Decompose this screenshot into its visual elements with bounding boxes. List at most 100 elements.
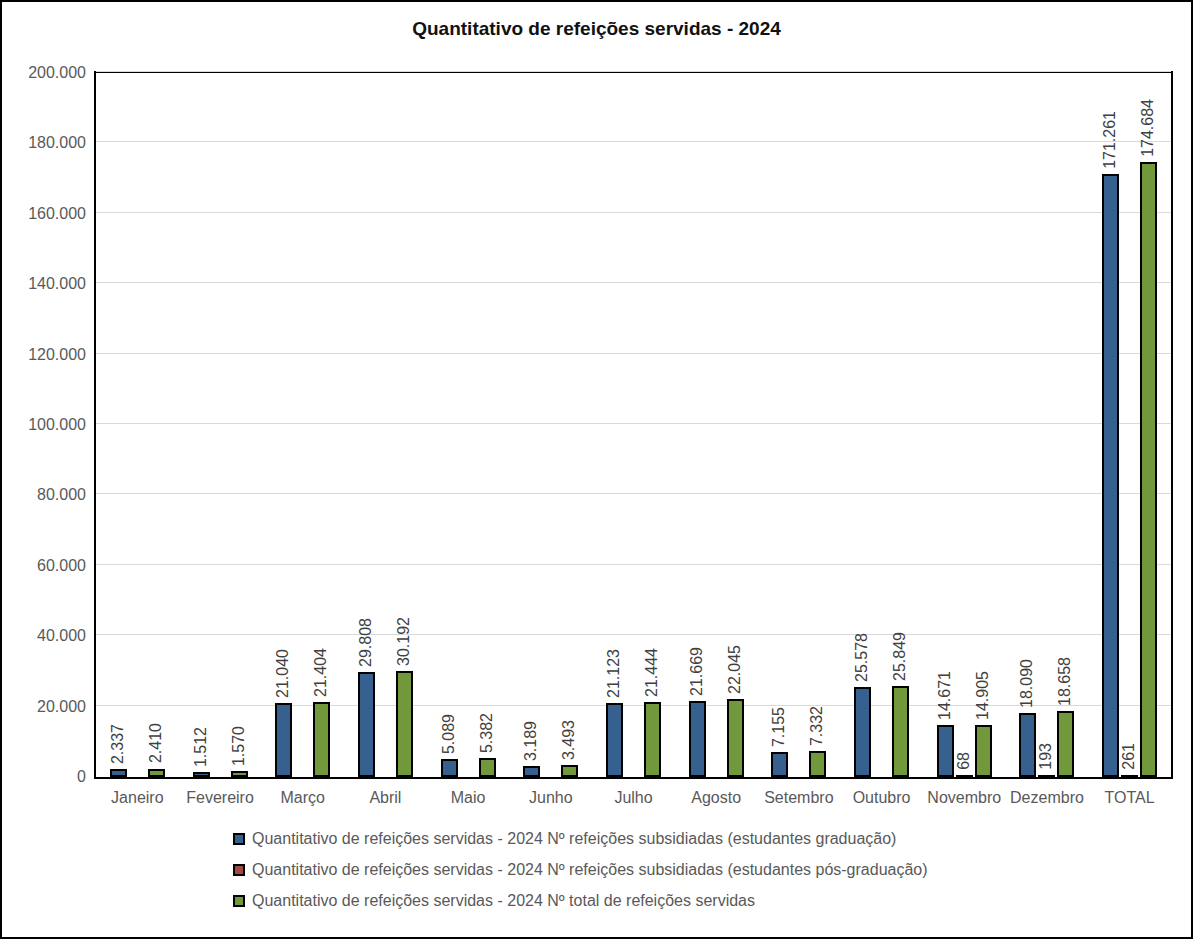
bar-value-label: 14.905	[974, 671, 992, 720]
gridline	[96, 564, 1171, 565]
legend-marker-total-refeicoes-servidas	[233, 895, 245, 907]
chart-canvas: Quantitativo de refeições servidas - 202…	[0, 0, 1193, 939]
bar-refeicoes-subsidiadas-graduacao-novembro	[937, 725, 954, 777]
x-axis-label-maio: Maio	[451, 789, 486, 807]
bar-value-label: 21.669	[688, 647, 706, 696]
bar-value-label: 30.192	[395, 617, 413, 666]
y-axis-label: 100.000	[2, 416, 86, 434]
bar-refeicoes-subsidiadas-graduacao-agosto	[689, 701, 706, 777]
bar-total-refeicoes-servidas-total	[1140, 162, 1157, 777]
bar-value-label: 261	[1120, 743, 1138, 770]
x-axis-label-novembro: Novembro	[927, 789, 1001, 807]
legend: Quantitativo de refeições servidas - 202…	[233, 830, 928, 910]
y-axis-label: 160.000	[2, 205, 86, 223]
bar-value-label: 22.045	[726, 645, 744, 694]
gridline	[96, 212, 1171, 213]
bar-value-label: 193	[1037, 743, 1055, 770]
bar-refeicoes-subsidiadas-pos-graduacao-dezembro	[1038, 775, 1055, 777]
bar-value-label: 29.808	[357, 618, 375, 667]
bar-value-label: 7.155	[770, 707, 788, 747]
legend-label: Quantitativo de refeições servidas - 202…	[252, 830, 896, 848]
bar-refeicoes-subsidiadas-graduacao-julho	[606, 703, 623, 777]
bar-refeicoes-subsidiadas-graduacao-total	[1102, 174, 1119, 777]
x-axis-label-fevereiro: Fevereiro	[186, 789, 254, 807]
bar-value-label: 1.512	[192, 727, 210, 767]
bar-value-label: 174.684	[1139, 99, 1157, 157]
bar-total-refeicoes-servidas-agosto	[727, 699, 744, 777]
bar-value-label: 21.444	[643, 648, 661, 697]
gridline	[96, 71, 1171, 72]
bar-total-refeicoes-servidas-outubro	[892, 686, 909, 777]
y-axis-label: 60.000	[2, 557, 86, 575]
bar-total-refeicoes-servidas-dezembro	[1057, 711, 1074, 777]
bar-value-label: 1.570	[230, 726, 248, 766]
y-axis-label: 40.000	[2, 627, 86, 645]
legend-label: Quantitativo de refeições servidas - 202…	[252, 861, 928, 879]
bar-value-label: 5.089	[440, 714, 458, 754]
bar-value-label: 18.090	[1018, 659, 1036, 708]
bar-value-label: 2.410	[147, 723, 165, 763]
bar-value-label: 5.382	[478, 713, 496, 753]
gridline	[96, 141, 1171, 142]
bar-value-label: 3.189	[522, 721, 540, 761]
bar-value-label: 21.123	[605, 649, 623, 698]
bar-total-refeicoes-servidas-setembro	[809, 751, 826, 777]
x-axis-label-dezembro: Dezembro	[1010, 789, 1084, 807]
bar-refeicoes-subsidiadas-graduacao-fevereiro	[193, 772, 210, 777]
legend-marker-refeicoes-subsidiadas-pos-graduacao	[233, 864, 245, 876]
x-axis-label-outubro: Outubro	[853, 789, 911, 807]
bar-value-label: 21.040	[274, 649, 292, 698]
gridline	[96, 634, 1171, 635]
bar-total-refeicoes-servidas-fevereiro	[231, 771, 248, 777]
gridline	[96, 705, 1171, 706]
plot-area: 2.337 2.410 1.512 1.570 21.040 21.404 29.808 30…	[94, 71, 1173, 779]
y-axis-label: 20.000	[2, 698, 86, 716]
bar-refeicoes-subsidiadas-graduacao-setembro	[771, 752, 788, 777]
x-axis-label-setembro: Setembro	[764, 789, 833, 807]
legend-label: Quantitativo de refeições servidas - 202…	[252, 892, 755, 910]
bar-total-refeicoes-servidas-junho	[561, 765, 578, 777]
y-axis-label: 0	[2, 768, 86, 786]
legend-item-refeicoes-subsidiadas-graduacao: Quantitativo de refeições servidas - 202…	[233, 830, 928, 848]
bar-refeicoes-subsidiadas-graduacao-maio	[441, 759, 458, 777]
x-axis-label-agosto: Agosto	[691, 789, 741, 807]
bar-value-label: 14.671	[936, 671, 954, 720]
gridline	[96, 493, 1171, 494]
bar-value-label: 171.261	[1101, 111, 1119, 169]
chart-title: Quantitativo de refeições servidas - 202…	[2, 18, 1191, 40]
bar-value-label: 2.337	[109, 724, 127, 764]
gridline	[96, 353, 1171, 354]
bar-value-label: 7.332	[808, 706, 826, 746]
bar-refeicoes-subsidiadas-graduacao-abril	[358, 672, 375, 777]
bar-refeicoes-subsidiadas-graduacao-outubro	[854, 687, 871, 777]
bar-refeicoes-subsidiadas-graduacao-junho	[523, 766, 540, 777]
legend-item-refeicoes-subsidiadas-pos-graduacao: Quantitativo de refeições servidas - 202…	[233, 861, 928, 879]
bar-value-label: 25.578	[853, 633, 871, 682]
bar-refeicoes-subsidiadas-graduacao-marco	[275, 703, 292, 777]
x-axis-label-total: TOTAL	[1105, 789, 1155, 807]
bar-total-refeicoes-servidas-novembro	[975, 725, 992, 777]
x-axis-label-marco: Março	[280, 789, 324, 807]
bar-value-label: 3.493	[560, 720, 578, 760]
bar-refeicoes-subsidiadas-pos-graduacao-novembro	[956, 775, 973, 777]
bar-total-refeicoes-servidas-julho	[644, 702, 661, 777]
y-axis-label: 140.000	[2, 275, 86, 293]
bar-total-refeicoes-servidas-janeiro	[148, 769, 165, 777]
bar-total-refeicoes-servidas-marco	[313, 702, 330, 777]
bar-value-label: 25.849	[891, 632, 909, 681]
y-axis-label: 120.000	[2, 346, 86, 364]
y-axis-label: 80.000	[2, 486, 86, 504]
x-axis-label-janeiro: Janeiro	[111, 789, 163, 807]
x-axis-label-julho: Julho	[614, 789, 652, 807]
legend-marker-refeicoes-subsidiadas-graduacao	[233, 833, 245, 845]
bar-total-refeicoes-servidas-maio	[479, 758, 496, 777]
y-axis-label: 200.000	[2, 64, 86, 82]
bar-value-label: 68	[955, 752, 973, 770]
x-axis-label-abril: Abril	[369, 789, 401, 807]
gridline	[96, 423, 1171, 424]
y-axis-label: 180.000	[2, 134, 86, 152]
bar-value-label: 21.404	[312, 648, 330, 697]
bar-value-label: 18.658	[1056, 657, 1074, 706]
bar-refeicoes-subsidiadas-graduacao-janeiro	[110, 769, 127, 777]
gridline	[96, 282, 1171, 283]
